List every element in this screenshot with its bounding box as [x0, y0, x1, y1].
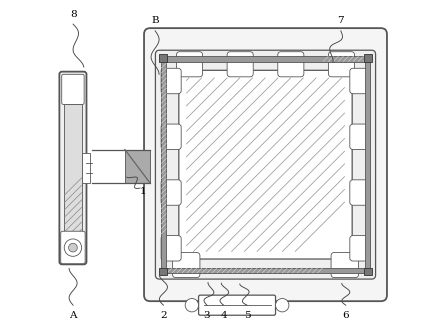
FancyBboxPatch shape: [179, 70, 352, 259]
Text: B: B: [151, 16, 159, 25]
FancyBboxPatch shape: [350, 68, 370, 94]
FancyBboxPatch shape: [198, 295, 276, 315]
FancyBboxPatch shape: [155, 50, 376, 279]
FancyBboxPatch shape: [350, 124, 370, 150]
FancyBboxPatch shape: [161, 68, 181, 94]
Text: 6: 6: [342, 311, 349, 320]
FancyBboxPatch shape: [144, 28, 387, 301]
Text: 4: 4: [220, 311, 227, 320]
Bar: [364, 268, 372, 275]
Bar: [161, 59, 166, 270]
FancyBboxPatch shape: [62, 74, 84, 104]
Text: 7: 7: [337, 16, 344, 25]
Bar: [365, 59, 370, 270]
Circle shape: [276, 298, 289, 312]
Text: A: A: [69, 311, 77, 320]
Circle shape: [68, 243, 77, 252]
Text: 1: 1: [140, 187, 147, 196]
FancyBboxPatch shape: [350, 236, 370, 261]
Bar: [159, 54, 167, 61]
Bar: [83, 153, 90, 183]
Bar: [164, 268, 367, 273]
Bar: [64, 104, 82, 235]
FancyBboxPatch shape: [350, 180, 370, 205]
FancyBboxPatch shape: [59, 72, 87, 264]
FancyBboxPatch shape: [177, 52, 202, 77]
Circle shape: [185, 298, 198, 312]
Bar: [164, 56, 367, 61]
FancyBboxPatch shape: [161, 124, 181, 150]
Text: 2: 2: [160, 311, 167, 320]
Text: 5: 5: [244, 311, 250, 320]
FancyBboxPatch shape: [161, 236, 181, 261]
FancyBboxPatch shape: [161, 180, 181, 205]
FancyBboxPatch shape: [278, 52, 304, 77]
Circle shape: [64, 239, 82, 256]
Polygon shape: [125, 150, 150, 183]
FancyBboxPatch shape: [329, 52, 354, 77]
Bar: [159, 268, 167, 275]
Bar: [364, 54, 372, 61]
FancyBboxPatch shape: [61, 231, 85, 264]
FancyBboxPatch shape: [331, 252, 358, 278]
Text: 8: 8: [70, 10, 76, 18]
Text: 3: 3: [204, 311, 210, 320]
FancyBboxPatch shape: [172, 252, 200, 278]
FancyBboxPatch shape: [227, 52, 253, 77]
